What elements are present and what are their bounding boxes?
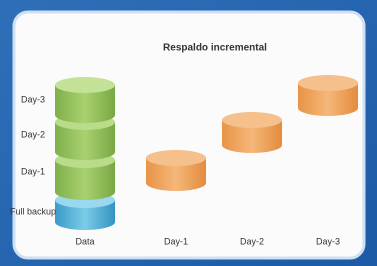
stack-label: Day-3 [21, 94, 45, 104]
diagram: Respaldo incremental Day-3 Day-2 Day-1 F… [0, 0, 377, 266]
stack-label: Day-2 [21, 129, 45, 139]
column-label: Data [75, 236, 94, 246]
title: Respaldo incremental [163, 43, 267, 54]
data-stack [55, 77, 115, 230]
column-label: Day-2 [240, 236, 264, 246]
stack-label: Full backup [10, 206, 56, 216]
column-label: Day-3 [316, 236, 340, 246]
stack-label: Day-1 [21, 166, 45, 176]
column-label: Day-1 [164, 236, 188, 246]
